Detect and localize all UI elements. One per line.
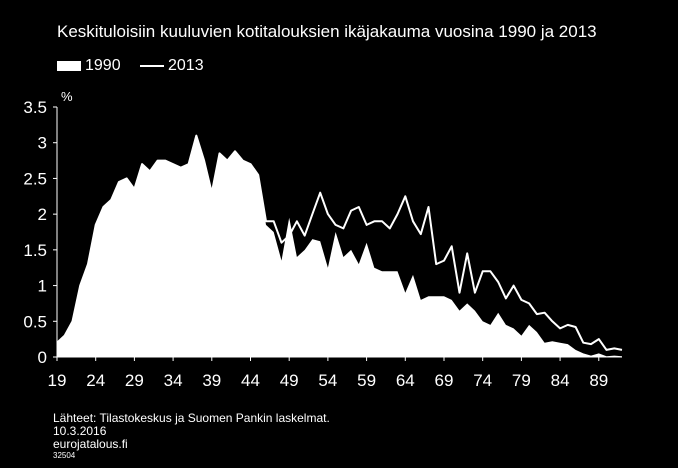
- x-tick-label: 89: [589, 371, 608, 390]
- x-tick-label: 49: [280, 371, 299, 390]
- legend-swatch-1990: [57, 61, 81, 71]
- publish-date: 10.3.2016: [53, 424, 107, 438]
- legend-item-2013: 2013: [140, 57, 204, 75]
- line-layer: [56, 134, 623, 351]
- x-tick-label: 64: [396, 371, 415, 390]
- x-tick-label: 79: [512, 371, 531, 390]
- source-note: Lähteet: Tilastokeskus ja Suomen Pankin …: [53, 411, 330, 425]
- y-tick-label: 2: [38, 205, 47, 224]
- legend-label-2013: 2013: [168, 57, 204, 74]
- y-tick-label: 0.5: [23, 312, 47, 331]
- y-tick-label: 3: [38, 134, 47, 153]
- x-tick-label: 74: [473, 371, 492, 390]
- series-line-2013: [56, 134, 623, 351]
- x-tick-label: 24: [86, 371, 105, 390]
- x-tick-label: 84: [551, 371, 570, 390]
- x-tick-label: 69: [435, 371, 454, 390]
- y-tick-label: 3.5: [23, 98, 47, 117]
- area-layer: [57, 135, 622, 357]
- chart-footer: Lähteet: Tilastokeskus ja Suomen Pankin …: [53, 412, 330, 461]
- chart-code: 32504: [53, 451, 76, 460]
- y-tick-label: 2.5: [23, 169, 47, 188]
- y-tick-label: 0: [38, 348, 47, 367]
- x-tick-label: 44: [241, 371, 260, 390]
- axis-layer: 0 0.5 1 1.5 2 2.5 3 3.5% 19 24 29 34 39 44 49 54 59 64 69 7…: [23, 89, 622, 390]
- x-tick-label: 29: [125, 371, 144, 390]
- chart-title: Keskituloisiin kuuluvien kotitalouksien …: [57, 22, 597, 41]
- x-tick-label: 54: [318, 371, 337, 390]
- legend-label-1990: 1990: [85, 57, 121, 74]
- y-axis-label: %: [61, 89, 73, 104]
- y-tick-label: 1.5: [23, 241, 47, 260]
- y-tick-label: 1: [38, 277, 47, 296]
- series-area-1990: [57, 135, 622, 357]
- site-name: eurojatalous.fi: [53, 437, 128, 451]
- legend-item-1990: 1990: [57, 57, 121, 75]
- x-tick-label: 59: [357, 371, 376, 390]
- x-tick-label: 39: [202, 371, 221, 390]
- x-tick-label: 34: [164, 371, 183, 390]
- legend-swatch-2013: [140, 65, 164, 67]
- x-tick-label: 19: [48, 371, 67, 390]
